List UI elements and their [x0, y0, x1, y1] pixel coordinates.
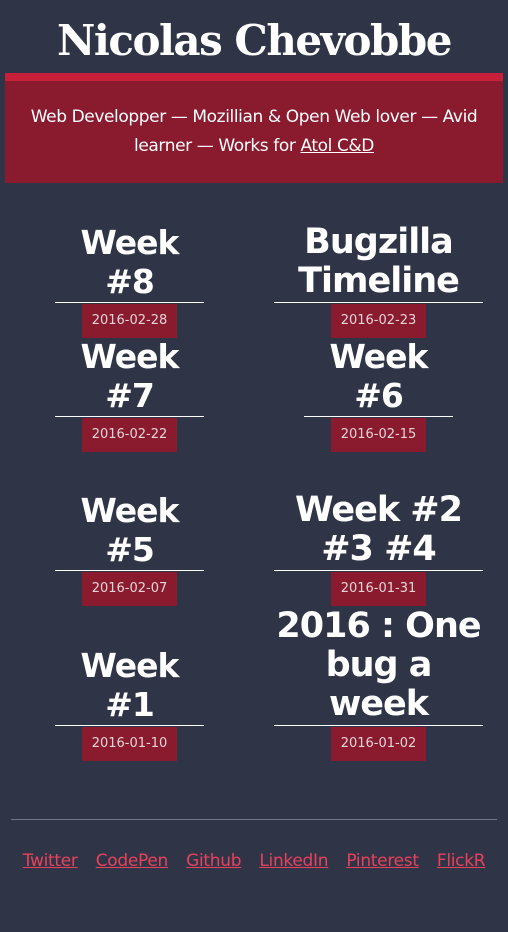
post-title-link[interactable]: Week #2 #3 #4	[274, 491, 483, 571]
post-card: Bugzilla Timeline	[274, 220, 483, 303]
github-link[interactable]: Github	[186, 851, 242, 871]
post-date-badge: 2016-01-10	[82, 727, 177, 761]
post-date-badge: 2016-02-22	[82, 418, 177, 452]
post-card: Week #8	[55, 223, 204, 303]
post-card: Week #1	[55, 646, 204, 726]
post-date-badge: 2016-02-23	[331, 304, 426, 338]
tagline-banner: Web Developper — Mozillian & Open Web lo…	[5, 73, 503, 183]
post-title-link[interactable]: Bugzilla Timeline	[274, 223, 483, 303]
employer-link[interactable]: Atol C&D	[300, 136, 374, 156]
post-date-badge: 2016-02-07	[82, 572, 177, 606]
post-card: 2016 : One bug a week	[274, 607, 483, 726]
post-date-badge: 2016-02-15	[331, 418, 426, 452]
post-title-link[interactable]: Week #6	[304, 337, 453, 417]
post-title-link[interactable]: 2016 : One bug a week	[274, 607, 483, 726]
pinterest-link[interactable]: Pinterest	[346, 851, 419, 871]
post-date-badge: 2016-02-28	[82, 304, 177, 338]
post-card: Week #6	[304, 337, 453, 417]
codepen-link[interactable]: CodePen	[95, 851, 169, 871]
post-card: Week #5	[55, 491, 204, 571]
site-title: Nicolas Chevobbe	[57, 16, 452, 65]
post-date-badge: 2016-01-02	[331, 727, 426, 761]
footer-divider	[11, 819, 497, 820]
social-links: Twitter CodePen Github LinkedIn Pinteres…	[0, 851, 508, 871]
post-card: Week #7	[55, 337, 204, 417]
twitter-link[interactable]: Twitter	[22, 851, 78, 871]
post-card: Week #2 #3 #4	[274, 488, 483, 571]
post-title-link[interactable]: Week #1	[55, 646, 204, 726]
tagline-text: Web Developper — Mozillian & Open Web lo…	[30, 107, 478, 156]
post-date-badge: 2016-01-31	[331, 572, 426, 606]
post-title-link[interactable]: Week #8	[55, 223, 204, 303]
flickr-link[interactable]: FlickR	[436, 851, 486, 871]
post-title-link[interactable]: Week #5	[55, 491, 204, 571]
post-title-link[interactable]: Week #7	[55, 337, 204, 417]
linkedin-link[interactable]: LinkedIn	[259, 851, 329, 871]
